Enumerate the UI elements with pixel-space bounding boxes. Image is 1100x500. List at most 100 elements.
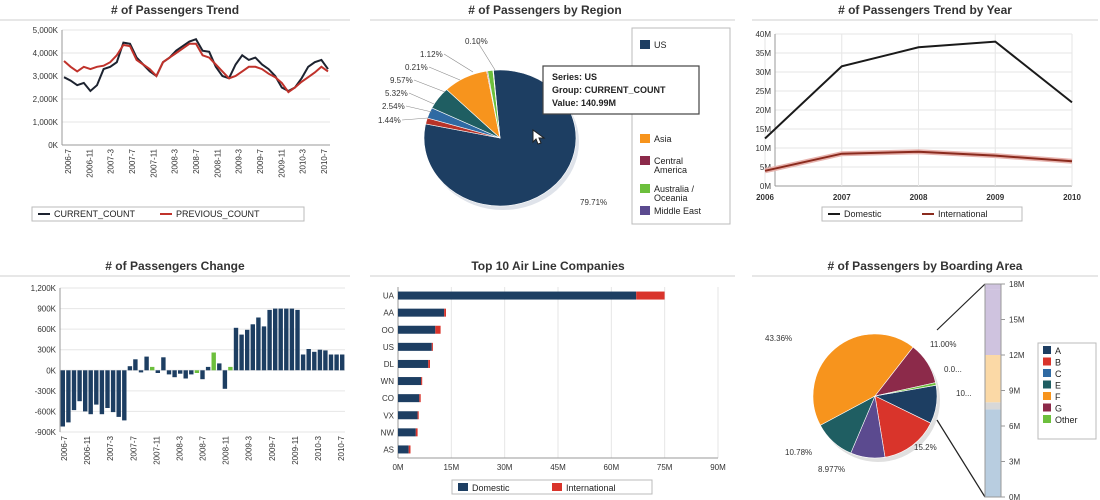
airline-y-tick: AS bbox=[383, 445, 394, 454]
region-slice-middle-east bbox=[492, 69, 501, 139]
region-label: 9.57% bbox=[390, 76, 413, 85]
legend-previous-count[interactable]: PREVIOUS_COUNT bbox=[176, 209, 260, 219]
panel-change: # of Passengers Change 1,200K 900K 600K 300… bbox=[0, 259, 350, 465]
airline-y-tick: OO bbox=[382, 326, 394, 335]
airline-y-tick: AA bbox=[383, 309, 394, 318]
region-leader-line bbox=[401, 117, 429, 121]
boarding-stack-bar bbox=[984, 283, 1002, 498]
change-bar bbox=[122, 370, 127, 421]
change-bar bbox=[205, 366, 211, 371]
boarding-stack-tick: 3M bbox=[1009, 458, 1020, 467]
airline-bar-international bbox=[408, 445, 411, 454]
legend-domestic[interactable]: Domestic bbox=[844, 209, 882, 219]
region-pie-labels: 79.71% 1.44% 2.54% 5.32% 9.57% 0.21% 1.12% 0.10… bbox=[378, 37, 607, 207]
change-bar bbox=[295, 309, 300, 371]
legend-international[interactable]: International bbox=[938, 209, 988, 219]
boarding-stack-tick: 12M bbox=[1009, 351, 1025, 360]
change-bar bbox=[127, 366, 133, 371]
region-legend-label: Middle East bbox=[654, 206, 702, 216]
boarding-pie bbox=[812, 333, 940, 462]
legend-al-domestic[interactable]: Domestic bbox=[472, 483, 510, 493]
change-bar bbox=[256, 317, 261, 371]
change-bar bbox=[239, 334, 244, 371]
boarding-legend-swatch bbox=[1043, 415, 1051, 423]
trend-y-tick: 1,000K bbox=[33, 118, 59, 127]
airline-y-tick: US bbox=[383, 343, 394, 352]
boarding-legend-label: A bbox=[1055, 346, 1061, 356]
change-bar bbox=[300, 354, 306, 371]
airline-y-tick: NW bbox=[381, 428, 395, 437]
region-legend-label: Oceania bbox=[654, 193, 688, 203]
region-legend-label: Australia / bbox=[654, 184, 695, 194]
boarding-legend-label: C bbox=[1055, 369, 1062, 379]
change-bar bbox=[312, 351, 317, 371]
change-bar bbox=[194, 370, 200, 373]
boarding-legend-swatch bbox=[1043, 403, 1051, 412]
trend-x-tick: 2007-11 bbox=[149, 148, 158, 177]
boarding-stack-segment-e bbox=[985, 409, 1001, 497]
boarding-slice-other bbox=[874, 382, 937, 397]
change-bar bbox=[340, 354, 345, 371]
boarding-slice-f bbox=[812, 333, 914, 426]
region-legend-label: US bbox=[654, 40, 667, 50]
boarding-stack-tick: 9M bbox=[1009, 387, 1020, 396]
region-legend-label: America bbox=[654, 165, 687, 175]
change-x-tick: 2008-11 bbox=[222, 435, 231, 464]
airline-bar-international bbox=[435, 325, 441, 334]
change-x-tick: 2009-7 bbox=[268, 435, 277, 460]
tooltip-group: Group: CURRENT_COUNT bbox=[552, 85, 666, 95]
region-legend-label: Asia bbox=[654, 134, 672, 144]
boarding-legend-label: G bbox=[1055, 404, 1062, 414]
region-label: 0.21% bbox=[405, 63, 428, 72]
boarding-label: 10... bbox=[956, 389, 972, 398]
region-legend-swatch bbox=[640, 156, 650, 165]
change-bar bbox=[228, 366, 233, 371]
airline-x-tick: 60M bbox=[604, 463, 620, 472]
change-x-tick: 2007-3 bbox=[106, 435, 115, 460]
trend-x-tick: 2007-3 bbox=[107, 148, 116, 173]
change-bar bbox=[166, 370, 172, 375]
airline-bar-domestic bbox=[398, 428, 416, 437]
region-legend-label: Central bbox=[654, 156, 683, 166]
legend-al-international[interactable]: International bbox=[566, 483, 616, 493]
boarding-legend-swatch bbox=[1043, 369, 1051, 377]
panel-trendyear: # of Passengers Trend by Year 40M 35M 30M 2… bbox=[752, 3, 1098, 222]
change-bar bbox=[83, 370, 88, 412]
change-bar bbox=[278, 308, 283, 371]
change-bar bbox=[233, 327, 239, 371]
boarding-stack-tick: 18M bbox=[1009, 280, 1025, 289]
tooltip-box bbox=[542, 65, 700, 115]
airline-bar-international bbox=[428, 359, 430, 368]
region-label: 1.12% bbox=[420, 50, 443, 59]
change-y-tick: 300K bbox=[37, 346, 56, 355]
change-x-tick: 2007-11 bbox=[152, 435, 161, 464]
region-pie bbox=[423, 69, 579, 210]
change-y-tick: 1,200K bbox=[31, 284, 57, 293]
boarding-label: 43.36% bbox=[765, 334, 792, 343]
boarding-connector-top bbox=[936, 283, 986, 331]
change-x-tick: 2008-7 bbox=[199, 435, 208, 460]
trendyear-x-axis: 2006 2007 2008 2009 2010 bbox=[756, 193, 1081, 202]
boarding-stack-axis: 18M 15M 12M 9M 6M 3M 0M bbox=[1001, 280, 1025, 500]
legend-current-count[interactable]: CURRENT_COUNT bbox=[54, 209, 136, 219]
change-bar bbox=[222, 370, 228, 389]
airline-x-axis: 0M 15M 30M 45M 60M 75M 90M bbox=[392, 463, 726, 472]
boarding-legend-swatch bbox=[1043, 392, 1051, 400]
trend-grid bbox=[61, 29, 330, 146]
change-bar bbox=[323, 350, 328, 371]
boarding-connector-bottom bbox=[936, 419, 986, 498]
airline-bar-domestic bbox=[398, 308, 445, 317]
tooltip-series: Series: US bbox=[552, 72, 597, 82]
boarding-label: 8.977% bbox=[818, 465, 845, 474]
change-bar bbox=[110, 370, 116, 413]
trendyear-x-tick: 2007 bbox=[833, 193, 851, 202]
airline-bar-international bbox=[417, 411, 419, 420]
change-bar bbox=[245, 329, 250, 371]
change-bar bbox=[99, 370, 105, 415]
change-bar bbox=[105, 370, 110, 408]
boarding-stack-segment-g bbox=[985, 355, 1001, 403]
trend-y-axis: 5,000K 4,000K 3,000K 2,000K 1,000K 0K bbox=[33, 26, 59, 150]
change-bar bbox=[144, 356, 149, 371]
trend-y-tick: 4,000K bbox=[33, 49, 59, 58]
airline-bar-domestic bbox=[398, 394, 420, 403]
